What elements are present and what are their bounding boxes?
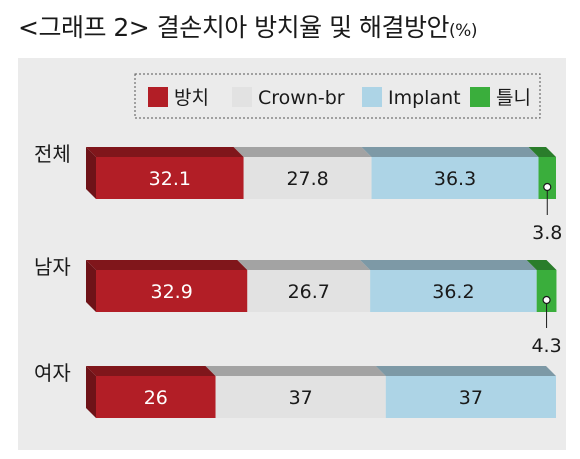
bar-top-1-2 — [360, 260, 537, 270]
chart-title-text: <그래프 2> 결손치아 방치율 및 해결방안 — [18, 13, 450, 42]
bar-segment-2-0 — [96, 376, 216, 418]
bar-top-1-1 — [237, 260, 371, 270]
bar-segment-0-0 — [96, 157, 244, 199]
legend-label-1: Crown-br — [258, 87, 345, 109]
bar-segment-0-2 — [371, 157, 539, 199]
bar-top-2-0 — [86, 366, 216, 376]
bar-segment-1-1 — [247, 270, 371, 312]
chart-title: <그래프 2> 결손치아 방치율 및 해결방안(%) — [18, 8, 477, 44]
data-label-0-1: 27.8 — [286, 168, 328, 190]
bar-top-0-1 — [233, 147, 372, 157]
bar-segment-0-1 — [243, 157, 372, 199]
data-label-1-2: 36.2 — [432, 281, 474, 303]
bar-side-2 — [86, 366, 96, 418]
bar-segment-1-0 — [96, 270, 248, 312]
legend-swatch-0 — [148, 87, 168, 107]
legend-swatch-2 — [362, 87, 382, 107]
data-label-2-2: 37 — [459, 387, 483, 409]
bar-segment-1-3 — [536, 270, 557, 312]
legend-label-3: 틀니 — [496, 87, 531, 109]
callout-dot-1 — [542, 295, 551, 305]
bar-segment-2-2 — [385, 376, 556, 418]
legend-label-0: 방치 — [174, 87, 209, 109]
category-label-2: 여자 — [34, 361, 71, 385]
legend-label-2: Implant — [388, 87, 461, 109]
bar-side-1 — [86, 260, 96, 312]
data-label-0-2: 36.3 — [434, 168, 476, 190]
data-label-1-0: 32.9 — [151, 281, 193, 303]
bar-top-0-3 — [528, 147, 556, 157]
bar-top-0-2 — [361, 147, 539, 157]
bar-segment-2-1 — [215, 376, 386, 418]
bar-top-1-3 — [526, 260, 557, 270]
bar-segment-1-2 — [370, 270, 537, 312]
bar-top-1-0 — [86, 260, 248, 270]
category-label-1: 남자 — [34, 255, 71, 279]
data-label-2-1: 37 — [289, 387, 313, 409]
data-label-1-1: 26.7 — [288, 281, 330, 303]
data-label-2-0: 26 — [144, 387, 168, 409]
bar-side-0 — [86, 147, 96, 199]
data-label-0-3: 3.8 — [532, 222, 562, 244]
category-label-0: 전체 — [34, 142, 71, 166]
chart-title-unit: (%) — [449, 21, 477, 41]
bar-top-2-2 — [375, 366, 556, 376]
legend-swatch-3 — [470, 87, 490, 107]
data-label-0-0: 32.1 — [149, 168, 191, 190]
bar-top-0-0 — [86, 147, 244, 157]
legend-swatch-1 — [232, 87, 252, 107]
legend: 방치 Crown-br Implant 틀니 — [134, 73, 541, 119]
data-label-1-3: 4.3 — [531, 335, 561, 357]
bar-segment-0-3 — [538, 157, 556, 199]
legend-border — [134, 73, 541, 119]
callout-dot-0 — [543, 182, 552, 192]
bar-top-2-1 — [205, 366, 386, 376]
